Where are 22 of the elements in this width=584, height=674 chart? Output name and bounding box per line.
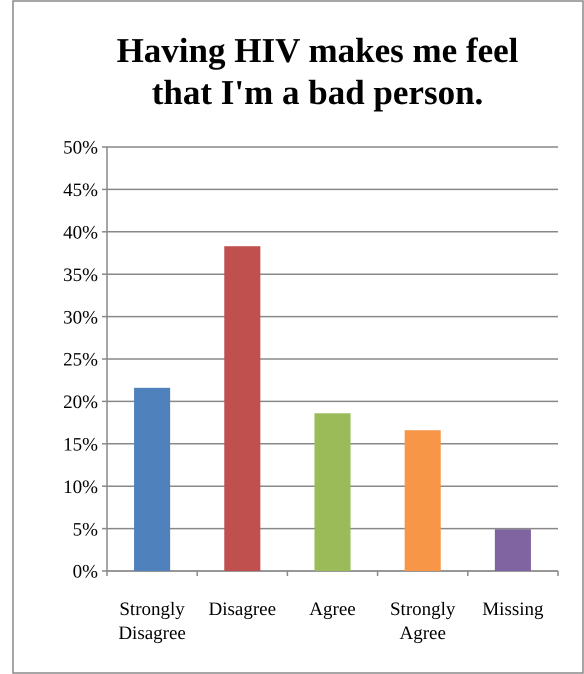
bar	[494, 529, 531, 571]
bar	[314, 413, 351, 571]
x-tick-label: Strongly Agree	[390, 599, 456, 644]
bar	[224, 246, 260, 571]
y-tick-label: 25%	[63, 350, 98, 371]
x-tick-label: Disagree	[208, 599, 276, 620]
y-tick-label: 0%	[72, 562, 98, 583]
y-tick-label: 45%	[63, 180, 98, 202]
y-tick-label: 35%	[63, 264, 98, 286]
x-tick-label: Strongly Disagree	[118, 599, 186, 644]
y-tick-label: 20%	[63, 392, 98, 414]
bar	[404, 430, 441, 571]
y-tick-label: 50%	[63, 138, 98, 159]
x-tick-label: Agree	[309, 599, 356, 620]
chart-title: Having HIV makes me feel that I'm a bad person.	[116, 31, 519, 112]
y-tick-label: 15%	[63, 434, 98, 456]
y-tick-label: 10%	[63, 476, 98, 498]
y-tick-label: 30%	[63, 307, 98, 328]
y-tick-label: 5%	[72, 519, 98, 540]
bar	[134, 388, 170, 571]
x-tick-label: Missing	[482, 599, 544, 620]
y-tick-label: 40%	[63, 222, 98, 244]
